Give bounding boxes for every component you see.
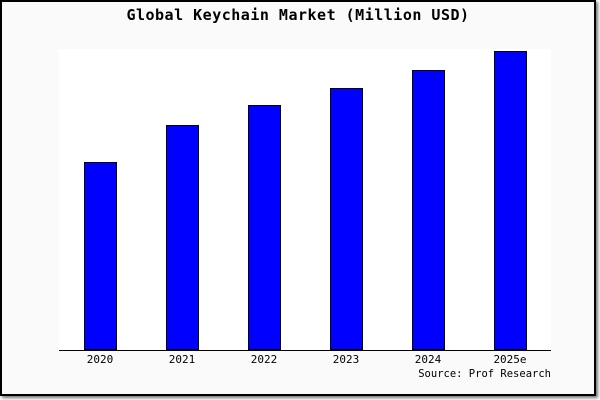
bar-2020 (83, 162, 117, 350)
x-tick-label-2023: 2023 (332, 353, 360, 366)
x-tick-label-2024: 2024 (414, 353, 442, 366)
x-tick-label-2021: 2021 (168, 353, 196, 366)
plot-area (59, 49, 551, 351)
x-tick-label-2025e: 2025e (493, 353, 527, 366)
x-tick-label-2022: 2022 (250, 353, 278, 366)
bar-2023 (329, 88, 363, 350)
bar-2021 (165, 125, 199, 350)
bar-2024 (411, 70, 445, 350)
chart-title: Global Keychain Market (Million USD) (126, 6, 470, 24)
bar-2025e (493, 51, 527, 350)
bar-2022 (247, 105, 281, 350)
x-tick-label-2020: 2020 (86, 353, 114, 366)
x-axis-labels: 2020 2021 2022 2023 2024 2025e (59, 353, 551, 367)
source-credit: Source: Prof Research (418, 368, 551, 380)
